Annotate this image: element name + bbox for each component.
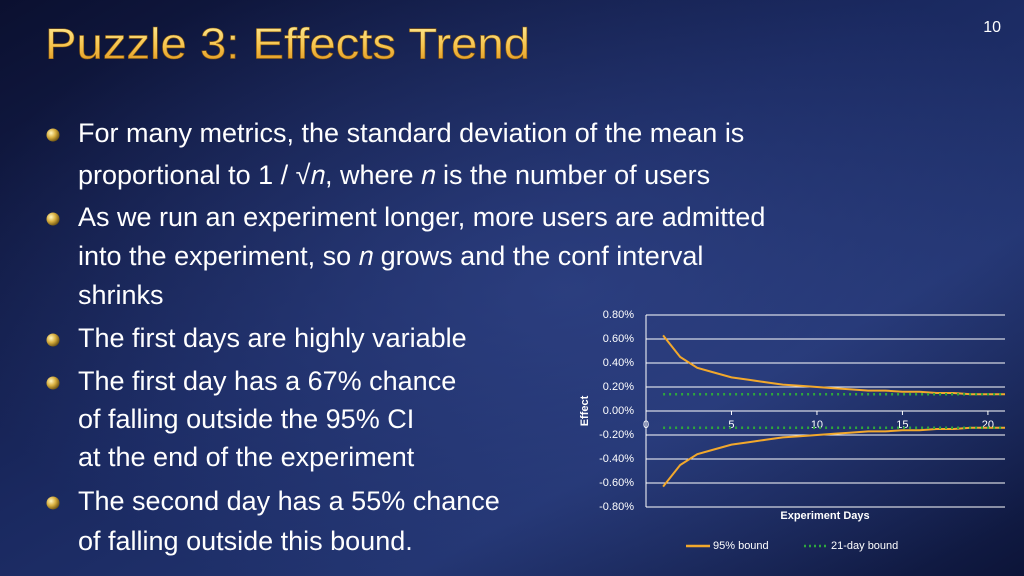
y-tick-label: 0.60% [603, 333, 634, 345]
y-tick-label: -0.20% [599, 429, 634, 441]
x-tick-label: 10 [811, 419, 823, 431]
bullet-text: The second day has a 55% chance [78, 486, 500, 516]
y-tick-label: -0.80% [599, 501, 634, 513]
y-tick-label: -0.60% [599, 477, 634, 489]
bullet-icon [46, 212, 60, 226]
bullet-text: For many metrics, the standard deviation… [78, 118, 744, 148]
x-axis-title: Experiment Days [780, 510, 869, 522]
bullet-icon [46, 496, 60, 510]
bullet-text: As we run an experiment longer, more use… [78, 202, 765, 232]
series-line [662, 334, 1005, 396]
bullet-text: The first day has a 67% chance [78, 366, 456, 396]
y-tick-label: 0.00% [603, 405, 634, 417]
series-line [662, 426, 1005, 488]
y-axis-title: Effect [579, 395, 591, 426]
bullet-icon [46, 128, 60, 142]
bullet-text: The first days are highly variable [78, 323, 467, 353]
y-tick-label: 0.40% [603, 357, 634, 369]
x-tick-label: 0 [643, 419, 649, 431]
bullet-text: proportional to 1 / √𝑛, where 𝑛 is the n… [78, 160, 710, 190]
y-tick-label: 0.80% [603, 309, 634, 321]
legend-label: 95% bound [713, 540, 769, 552]
bullet-icon [46, 333, 60, 347]
bullet-text: shrinks [78, 280, 164, 310]
bullet-list: For many metrics, the standard deviation… [46, 118, 765, 556]
bullet-text: into the experiment, so 𝑛 grows and the … [78, 241, 703, 271]
slide-title: Puzzle 3: Effects Trend [45, 20, 530, 69]
chart: 0.80% 0.60% 0.40% 0.20% 0.00% -0.20% -0.40% -0.… [579, 309, 1005, 552]
x-tick-label: 5 [728, 419, 734, 431]
page-number: 10 [983, 19, 1001, 36]
bullet-text: at the end of the experiment [78, 442, 415, 472]
y-tick-label: 0.20% [603, 381, 634, 393]
x-tick-label: 20 [982, 419, 994, 431]
bullet-icon [46, 376, 60, 390]
bullet-text: of falling outside this bound. [78, 526, 413, 556]
bullet-text: of falling outside the 95% CI [78, 404, 414, 434]
y-tick-label: -0.40% [599, 453, 634, 465]
x-tick-label: 15 [896, 419, 908, 431]
legend-label: 21-day bound [831, 540, 898, 552]
